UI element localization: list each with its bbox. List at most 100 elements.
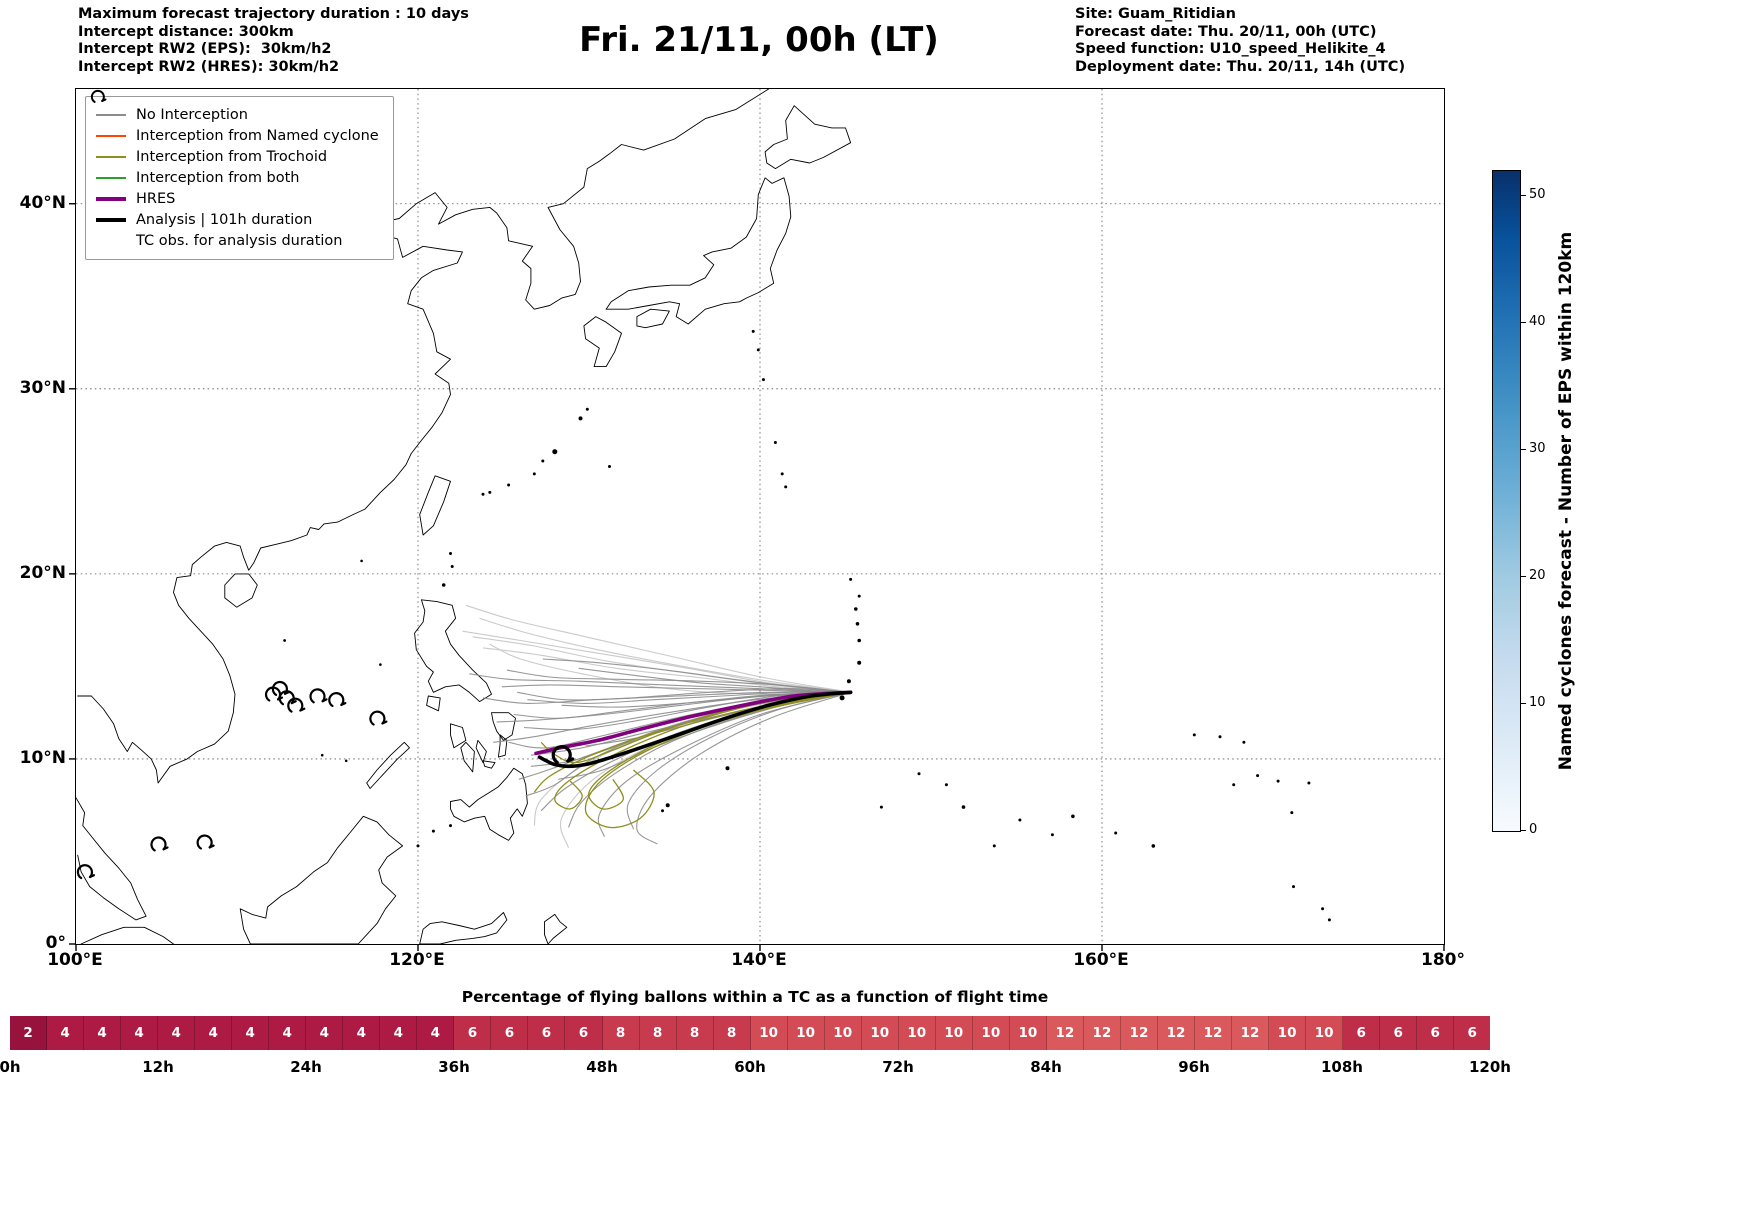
balloon-cell: 4	[380, 1016, 418, 1050]
balloon-cell: 10	[972, 1016, 1010, 1050]
forecast-params-block: Maximum forecast trajectory duration : 1…	[78, 6, 469, 76]
legend-item: Interception from Named cyclone	[96, 125, 379, 146]
balloon-strip: 2 4 4 4 4 4 4 4 4 4 4 4 6 6 6 6 8 8 8 8 10 10 10 10 10 10 10 10 12 12…	[10, 1016, 1491, 1050]
balloon-cell: 10	[787, 1016, 825, 1050]
colorbar-tick	[1520, 322, 1526, 324]
ensemble-track	[501, 684, 851, 693]
analysis-track	[537, 690, 853, 769]
x-axis-tick-label: 160°E	[1073, 950, 1129, 970]
balloon-cell: 12	[1083, 1016, 1121, 1050]
balloon-cell: 6	[1380, 1016, 1418, 1050]
legend-item: HRES	[96, 188, 379, 209]
legend-label: Interception from both	[136, 169, 300, 186]
balloon-cell: 6	[1454, 1016, 1491, 1050]
ensemble-track	[462, 630, 851, 693]
balloon-cell: 4	[121, 1016, 159, 1050]
balloon-cell: 10	[1269, 1016, 1307, 1050]
ensemble-track	[469, 673, 851, 693]
tc-obs-marker	[90, 89, 105, 103]
ensemble-track	[636, 691, 851, 845]
site-info-line: Site: Guam_Ritidian	[1075, 6, 1236, 22]
y-axis-tick-label: 20°N	[19, 562, 66, 583]
balloon-cell: 12	[1195, 1016, 1233, 1050]
map-canvas	[69, 88, 1445, 951]
forecast-param-line: Intercept RW2 (HRES): 30km/h2	[78, 58, 340, 75]
tc-obs-marker	[271, 680, 288, 696]
legend-item: Interception from both	[96, 167, 379, 188]
time-axis-label: 48h	[586, 1058, 618, 1076]
tc-obs-marker	[287, 697, 304, 713]
balloon-cell: 8	[676, 1016, 714, 1050]
legend-label: Interception from Trochoid	[136, 148, 328, 165]
colorbar-tick	[1520, 576, 1526, 578]
legend-item: Analysis | 101h duration	[96, 209, 379, 230]
balloon-cell: 4	[306, 1016, 344, 1050]
balloon-cell: 6	[528, 1016, 566, 1050]
ensemble-track	[626, 691, 851, 830]
colorbar-tick-label: 10	[1529, 695, 1546, 711]
time-axis-label: 12h	[142, 1058, 174, 1076]
legend-label: TC obs. for analysis duration	[136, 232, 343, 249]
page-title: Fri. 21/11, 00h (LT)	[579, 20, 939, 60]
tc-obs-marker	[309, 688, 326, 704]
colorbar-tick	[1520, 449, 1526, 451]
legend-label: Analysis | 101h duration	[136, 211, 313, 228]
balloon-cell: 4	[269, 1016, 307, 1050]
balloon-cell: 4	[343, 1016, 381, 1050]
x-axis-tick-label: 100°E	[47, 950, 103, 970]
cyclone-arrow-icon	[90, 89, 107, 103]
balloon-cell: 8	[639, 1016, 677, 1050]
time-axis-label: 96h	[1178, 1058, 1210, 1076]
time-axis-label: 108h	[1321, 1058, 1363, 1076]
colorbar-tick-label: 40	[1529, 314, 1546, 330]
ensemble-track	[584, 691, 851, 829]
balloon-cell: 12	[1046, 1016, 1084, 1050]
balloon-cell: 4	[84, 1016, 122, 1050]
balloon-cell: 12	[1120, 1016, 1158, 1050]
legend-line-swatch	[96, 176, 126, 179]
ensemble-track	[472, 636, 851, 693]
legend-line-swatch	[96, 113, 126, 116]
cyclone-arrow-icon	[90, 89, 126, 250]
forecast-param-line: Intercept distance: 300km	[78, 23, 294, 40]
colorbar-tick-label: 20	[1529, 568, 1546, 584]
colorbar-label: Named cyclones forecast - Number of EPS …	[1556, 231, 1576, 771]
legend-item: TC obs. for analysis duration	[90, 89, 379, 251]
ensemble-track	[517, 688, 851, 701]
tc-obs-marker	[369, 710, 386, 726]
tc-obs-marker	[551, 745, 572, 764]
colorbar-tick	[1520, 830, 1526, 831]
balloon-cell: 10	[1009, 1016, 1047, 1050]
balloon-cell: 10	[935, 1016, 973, 1050]
balloon-cell: 6	[565, 1016, 603, 1050]
site-info-block: Site: Guam_Ritidian Forecast date: Thu. 2…	[1075, 6, 1405, 76]
legend-label: No Interception	[136, 106, 248, 123]
balloon-cell: 8	[713, 1016, 751, 1050]
site-info-line: Forecast date: Thu. 20/11, 00h (UTC)	[1075, 23, 1377, 40]
y-axis-tick-label: 10°N	[19, 747, 66, 768]
ensemble-track	[482, 691, 851, 704]
balloon-cell: 6	[491, 1016, 529, 1050]
legend-label: HRES	[136, 190, 176, 207]
tc-obs-marker	[328, 692, 345, 708]
x-axis-tick-label: 120°E	[389, 950, 445, 970]
ensemble-track	[482, 647, 851, 693]
forecast-param-line: Intercept RW2 (EPS): 30km/h2	[78, 41, 332, 57]
legend-line-swatch	[96, 196, 126, 201]
balloon-cell: 10	[898, 1016, 936, 1050]
legend-line-swatch	[96, 155, 126, 158]
x-axis-tick-label: 140°E	[731, 950, 787, 970]
ensemble-track	[597, 691, 851, 837]
balloon-cell: 4	[47, 1016, 85, 1050]
balloon-cell: 6	[1417, 1016, 1455, 1050]
tc-obs-marker	[150, 836, 167, 852]
map-legend: No Interception Interception from Named c…	[85, 89, 394, 260]
balloon-cell: 6	[1343, 1016, 1381, 1050]
legend-item: No Interception	[96, 104, 379, 125]
time-axis-label: 120h	[1469, 1058, 1511, 1076]
time-axis-label: 36h	[438, 1058, 470, 1076]
balloon-cell: 10	[861, 1016, 899, 1050]
y-axis-tick-label: 30°N	[19, 377, 66, 398]
ensemble-track	[465, 604, 851, 693]
balloon-cell: 4	[417, 1016, 455, 1050]
